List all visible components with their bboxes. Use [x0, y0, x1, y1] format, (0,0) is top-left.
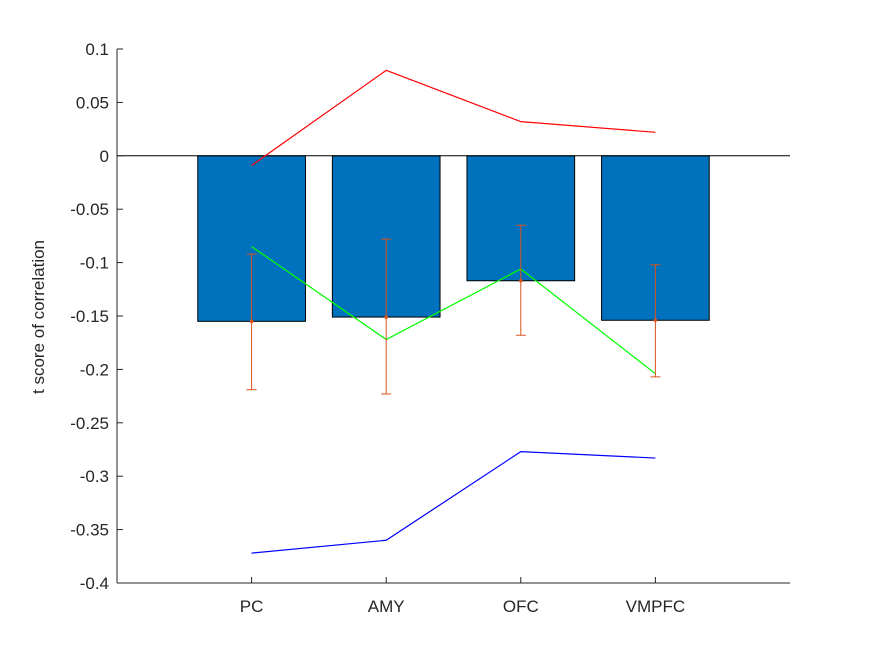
axes-layer: [116, 48, 790, 584]
error-bar-center-marker: [249, 319, 254, 324]
x-tick-label-amy: AMY: [368, 597, 405, 616]
y-tick-label: 0.1: [85, 40, 109, 59]
series-line-2: [251, 246, 656, 375]
y-tick-label: 0: [100, 147, 109, 166]
error-bar-center-marker: [653, 318, 658, 323]
y-tick-label: -0.25: [70, 414, 109, 433]
error-bar-pc: [246, 253, 257, 391]
y-tick-label: -0.15: [70, 307, 109, 326]
y-tick-label: -0.4: [80, 574, 109, 593]
error-bar-amy: [381, 238, 392, 395]
labels-layer: 0.1 0.05 0 -0.05 -0.1 -0.15 -0.2 -0.25 -0.3 -0.35…: [70, 40, 685, 616]
y-tick-label: -0.1: [80, 254, 109, 273]
y-tick-label: -0.3: [80, 467, 109, 486]
error-bar-vmpfc: [650, 264, 661, 378]
series-line-3: [251, 451, 656, 554]
x-tick-label-pc: PC: [240, 597, 264, 616]
error-bar-ofc: [515, 224, 526, 336]
error-bars-layer: [246, 224, 661, 395]
y-tick-label: 0.05: [76, 93, 109, 112]
y-axis-title: t score of correlation: [29, 240, 48, 394]
x-tick-label-vmpfc: VMPFC: [626, 597, 686, 616]
y-tick-label: -0.35: [70, 521, 109, 540]
error-bar-center-marker: [519, 278, 523, 283]
error-bar-center-marker: [384, 315, 389, 319]
x-tick-label-ofc: OFC: [503, 597, 539, 616]
y-tick-label: -0.05: [70, 200, 109, 219]
series-line-1: [251, 69, 656, 166]
bars-layer: [197, 155, 710, 322]
y-tick-label: -0.2: [80, 360, 109, 379]
series-layer: [251, 69, 656, 554]
